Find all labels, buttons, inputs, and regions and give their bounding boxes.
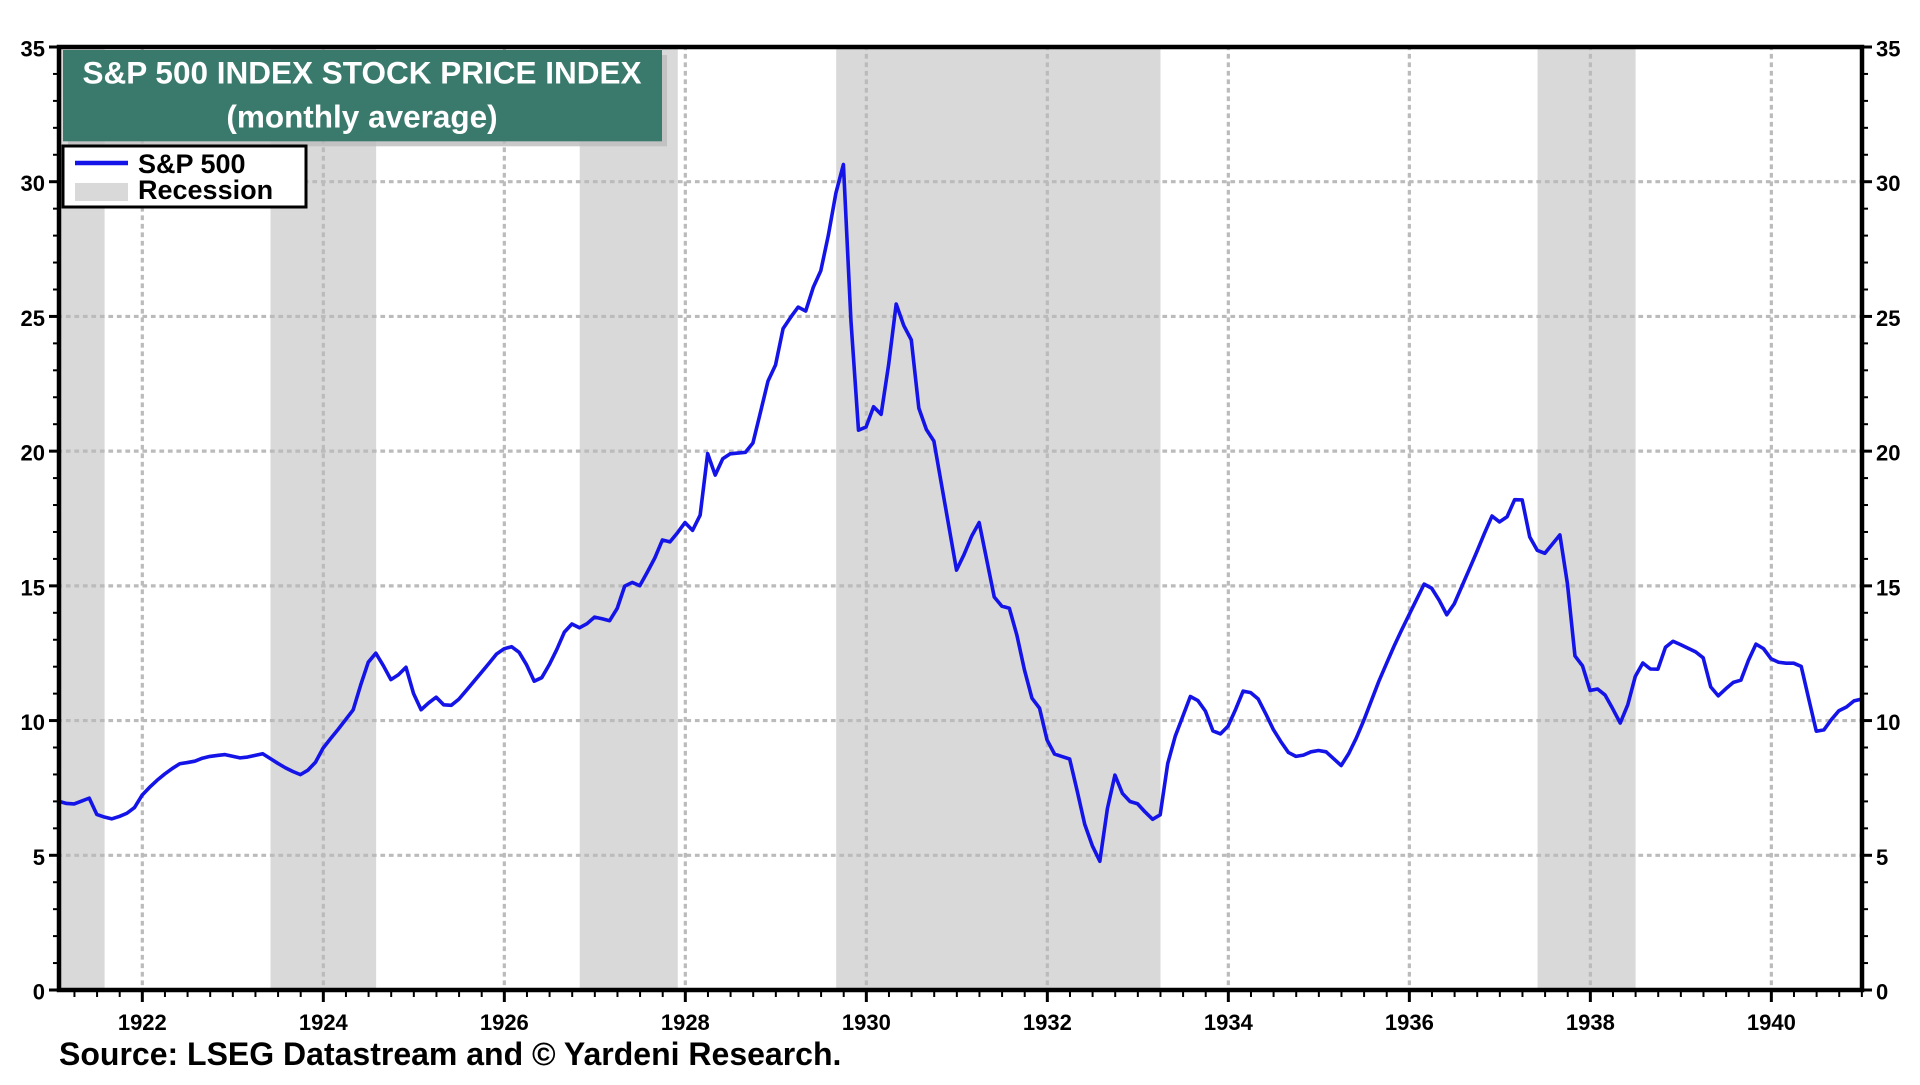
svg-text:35: 35 — [1876, 37, 1900, 62]
svg-text:1938: 1938 — [1566, 1010, 1615, 1035]
svg-text:20: 20 — [1876, 441, 1900, 466]
svg-text:15: 15 — [1876, 575, 1900, 600]
svg-text:1936: 1936 — [1385, 1010, 1434, 1035]
svg-text:(monthly average): (monthly average) — [226, 98, 497, 134]
svg-text:30: 30 — [1876, 171, 1900, 196]
svg-text:1928: 1928 — [661, 1010, 710, 1035]
svg-text:10: 10 — [21, 710, 45, 735]
svg-text:Source: LSEG Datastream and ©: Source: LSEG Datastream and © Yardeni Re… — [59, 1036, 841, 1072]
svg-text:0: 0 — [1876, 980, 1888, 1005]
svg-text:1922: 1922 — [118, 1010, 167, 1035]
svg-text:0: 0 — [33, 980, 45, 1005]
svg-text:1940: 1940 — [1747, 1010, 1796, 1035]
svg-text:30: 30 — [21, 171, 45, 196]
svg-text:5: 5 — [33, 845, 45, 870]
svg-text:35: 35 — [21, 37, 45, 62]
svg-text:15: 15 — [21, 575, 45, 600]
svg-text:1926: 1926 — [480, 1010, 529, 1035]
svg-text:25: 25 — [1876, 306, 1900, 331]
svg-text:1924: 1924 — [299, 1010, 349, 1035]
svg-text:1934: 1934 — [1204, 1010, 1254, 1035]
svg-text:Recession: Recession — [138, 175, 273, 205]
svg-text:25: 25 — [21, 306, 45, 331]
svg-text:1930: 1930 — [842, 1010, 891, 1035]
svg-text:5: 5 — [1876, 845, 1888, 870]
svg-text:S&P 500 INDEX STOCK PRICE INDE: S&P 500 INDEX STOCK PRICE INDEX — [82, 55, 641, 91]
svg-text:10: 10 — [1876, 710, 1900, 735]
svg-text:1932: 1932 — [1023, 1010, 1072, 1035]
svg-text:20: 20 — [21, 441, 45, 466]
